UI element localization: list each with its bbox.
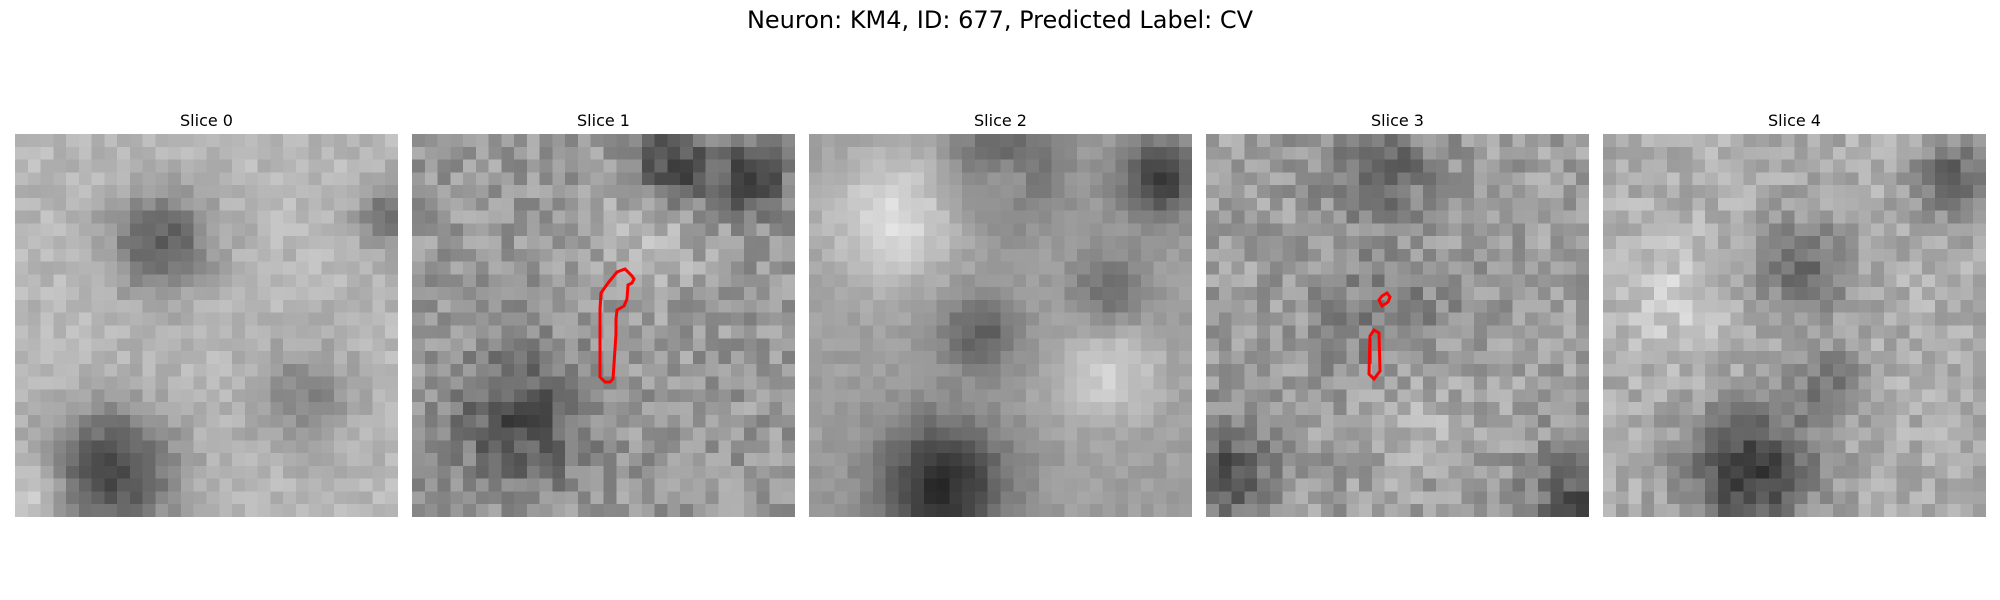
- slice-panel-2: Slice 2: [809, 108, 1192, 517]
- slice-image: [1206, 134, 1589, 517]
- slice-title: Slice 4: [1768, 111, 1821, 130]
- slice-panel-1: Slice 1: [412, 108, 795, 517]
- slice-title: Slice 1: [577, 111, 630, 130]
- slice-title: Slice 3: [1371, 111, 1424, 130]
- slice-title: Slice 2: [974, 111, 1027, 130]
- slice-image: [1603, 134, 1986, 517]
- slice-image: [809, 134, 1192, 517]
- slice-image: [15, 134, 398, 517]
- slice-panel-3: Slice 3: [1206, 108, 1589, 517]
- figure-title: Neuron: KM4, ID: 677, Predicted Label: C…: [746, 6, 1254, 34]
- slice-panel-0: Slice 0: [15, 108, 398, 517]
- slice-panel-4: Slice 4: [1603, 108, 1986, 517]
- slice-title: Slice 0: [180, 111, 233, 130]
- slice-image: [412, 134, 795, 517]
